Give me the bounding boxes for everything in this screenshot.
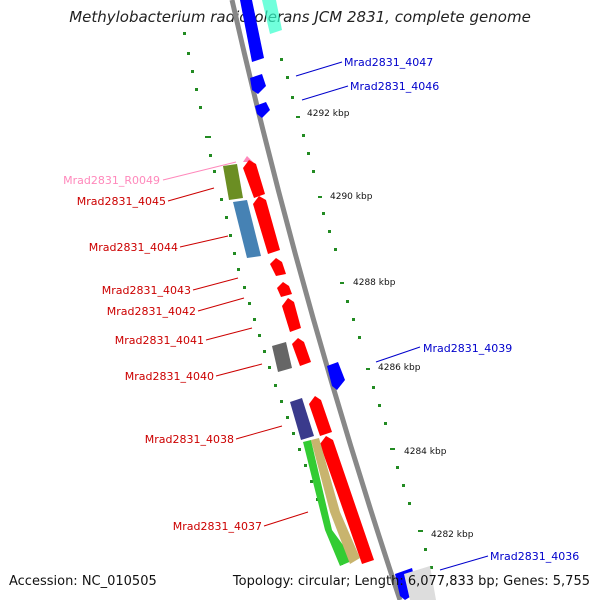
genome-summary-text: Topology: circular; Length: 6,077,833 bp… (232, 574, 590, 589)
cog-4044 (233, 200, 261, 258)
outer-position-track (280, 58, 433, 569)
gene-label-4036: Mrad2831_4036 (490, 550, 579, 563)
gene-label-4046: Mrad2831_4046 (350, 80, 439, 93)
gene-4041-arrow (282, 298, 301, 332)
tick-label: 4286 kbp (378, 363, 421, 373)
tick-label: 4290 kbp (330, 192, 373, 202)
tick-label: 4282 kbp (431, 530, 474, 540)
cog-4037-tan (311, 438, 360, 564)
gene-4048-arrow (240, 0, 264, 62)
accession-text: Accession: NC_010505 (9, 574, 157, 589)
gene-label-4047: Mrad2831_4047 (344, 56, 433, 69)
tick-labels: 4292 kbp 4290 kbp 4288 kbp 4286 kbp 4284… (307, 109, 474, 540)
gene-4039-arrow (327, 362, 345, 390)
cog-4036 (404, 566, 436, 600)
gene-label-4044: Mrad2831_4044 (89, 241, 178, 254)
gene-label-4042: Mrad2831_4042 (107, 305, 196, 318)
cog-4040 (272, 342, 292, 372)
gene-label-4037: Mrad2831_4037 (173, 520, 262, 533)
gene-4048-cog (262, 0, 282, 34)
label-leaders (162, 61, 489, 571)
gene-4040-arrow (292, 338, 311, 366)
gene-label-4040: Mrad2831_4040 (125, 370, 214, 383)
gene-labels[interactable]: Mrad2831_4047 Mrad2831_4046 Mrad2831_R00… (63, 56, 579, 563)
tick-label: 4284 kbp (404, 447, 447, 457)
gene-label-r0049: Mrad2831_R0049 (63, 174, 160, 187)
gene-4042-arrow (277, 282, 292, 297)
gene-4037-arrow (320, 436, 374, 564)
cog-4037-green (303, 440, 354, 566)
cog-4045 (223, 164, 243, 200)
gene-label-4038: Mrad2831_4038 (145, 433, 234, 446)
gene-4047-arrow (250, 74, 266, 94)
rna-r0049-arrow (243, 156, 253, 162)
cog-bars (223, 164, 436, 600)
gene-4044-arrow (253, 196, 280, 254)
cog-4038 (290, 398, 314, 440)
map-title: Methylobacterium radiotolerans JCM 2831,… (69, 8, 531, 26)
gene-label-4043: Mrad2831_4043 (102, 284, 191, 297)
tick-label: 4292 kbp (307, 109, 350, 119)
gene-4043-arrow (270, 258, 286, 276)
gene-label-4045: Mrad2831_4045 (77, 195, 166, 208)
gene-label-4041: Mrad2831_4041 (115, 334, 204, 347)
reverse-genes[interactable] (243, 156, 374, 564)
gene-4046-arrow (255, 102, 270, 118)
gene-4038-arrow (309, 396, 332, 436)
gene-4045-arrow (243, 160, 265, 198)
tick-label: 4288 kbp (353, 278, 396, 288)
gene-label-4039: Mrad2831_4039 (423, 342, 512, 355)
